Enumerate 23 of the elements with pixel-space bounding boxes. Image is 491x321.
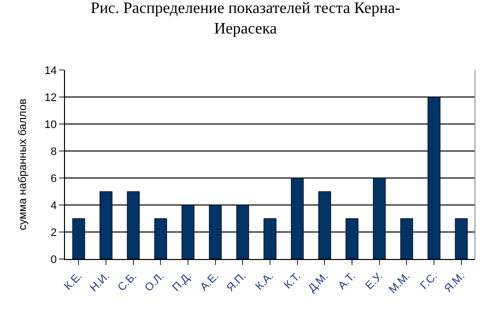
x-tick-label: С.Б. (116, 270, 140, 294)
x-tick-label: Е.У. (363, 270, 386, 292)
x-tick-label: О.Л. (142, 270, 167, 294)
y-tick-label: 4 (50, 200, 57, 212)
x-tick-label: К.Т. (282, 270, 304, 292)
x-tick-label: Я.П. (224, 270, 249, 294)
y-tick-label: 14 (44, 64, 57, 77)
y-tick-label: 10 (44, 118, 57, 131)
x-tick-label: К.Е. (62, 270, 85, 293)
x-tick-label: Н.И. (88, 270, 112, 294)
y-tick-label: 2 (50, 226, 57, 239)
x-tick-label: А.Т. (336, 270, 358, 292)
x-tick-label: Я.М. (442, 270, 468, 296)
y-tick-label: 6 (50, 172, 57, 185)
y-tick-label: 12 (44, 92, 57, 104)
x-tick-label: К.А. (253, 270, 276, 293)
chart-title: Рис. Распределение показателей теста Керна-Иерасека (90, 0, 400, 38)
y-axis-title: сумма набранных баллов (17, 98, 30, 230)
x-tick-label: П.Д. (170, 270, 194, 294)
x-tick-label: А.Е. (198, 270, 222, 294)
y-tick-label: 0 (50, 254, 57, 266)
x-tick-label: Г.С. (418, 270, 440, 292)
y-tick-label: 8 (50, 146, 57, 158)
